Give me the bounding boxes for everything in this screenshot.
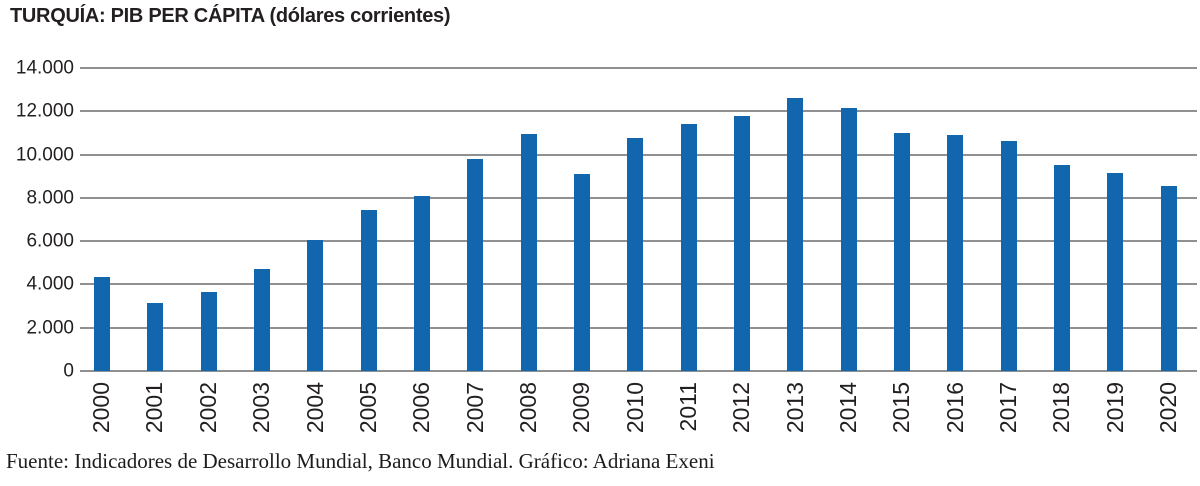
x-tick-label: 2020 — [1155, 382, 1182, 434]
bar-2020 — [1160, 186, 1177, 371]
x-tick: 2004 — [300, 382, 330, 433]
y-tick-label: 8.000 — [26, 187, 74, 209]
bar-2002 — [200, 292, 217, 371]
bar-series — [80, 68, 1197, 371]
x-tick: 2010 — [620, 382, 650, 433]
gridline — [80, 67, 1197, 69]
x-tick: 2001 — [140, 382, 170, 433]
x-tick-label: 2005 — [354, 382, 381, 434]
bar-2004 — [307, 240, 324, 371]
bar-2014 — [840, 108, 857, 371]
bar-2009 — [573, 174, 590, 371]
x-tick-label: 2012 — [728, 382, 755, 434]
x-tick-label: 2002 — [194, 382, 221, 434]
bar-2007 — [467, 159, 484, 371]
gridline — [80, 110, 1197, 113]
bar-2001 — [147, 303, 164, 371]
x-tick: 2000 — [87, 382, 117, 433]
x-tick: 2006 — [407, 382, 437, 433]
x-tick: 2007 — [460, 382, 490, 433]
bar-2010 — [627, 138, 644, 371]
bar-2013 — [787, 98, 804, 371]
x-tick: 2009 — [567, 382, 597, 433]
y-tick-label: 4.000 — [26, 273, 74, 295]
x-tick: 2011 — [674, 382, 704, 431]
x-axis: 2000 2001 2002 2003 2004 2005 2006 2007 2008 2009… — [80, 382, 1197, 444]
bar-2015 — [894, 133, 911, 371]
y-tick-label: 2.000 — [26, 317, 74, 339]
x-tick-label: 2008 — [514, 382, 541, 434]
x-tick: 2020 — [1154, 382, 1184, 433]
x-tick-label: 2019 — [1101, 382, 1128, 434]
bar-2018 — [1054, 165, 1071, 371]
plot-area: 14.000 12.000 10.000 8.000 6.000 4.000 2.000 0 — [16, 59, 1197, 381]
source-note: Fuente: Indicadores de Desarrollo Mundia… — [6, 449, 715, 473]
x-tick: 2005 — [354, 382, 384, 433]
bar-2000 — [93, 277, 110, 371]
bar-2005 — [360, 210, 377, 371]
bar-2003 — [253, 269, 270, 371]
bar-2016 — [947, 135, 964, 371]
x-tick: 2012 — [727, 382, 757, 433]
x-tick: 2018 — [1047, 382, 1077, 433]
bar-2017 — [1000, 141, 1017, 371]
y-tick-label: 10.000 — [15, 144, 74, 166]
x-tick: 2002 — [194, 382, 224, 433]
x-tick-label: 2006 — [408, 382, 435, 434]
x-tick-label: 2013 — [781, 382, 808, 434]
y-tick-label: 14.000 — [15, 57, 74, 79]
x-tick: 2014 — [834, 382, 864, 433]
bar-2006 — [413, 196, 430, 371]
x-tick: 2008 — [514, 382, 544, 433]
x-tick-label: 2016 — [941, 382, 968, 434]
x-tick-label: 2000 — [88, 382, 115, 434]
x-tick-label: 2014 — [835, 382, 862, 434]
x-tick-label: 2009 — [568, 382, 595, 434]
x-tick: 2015 — [887, 382, 917, 433]
x-tick: 2016 — [940, 382, 970, 433]
chart-title: TURQUÍA: PIB PER CÁPITA (dólares corrien… — [10, 5, 451, 27]
x-tick-label: 2010 — [621, 382, 648, 434]
y-tick-label: 6.000 — [26, 230, 74, 252]
x-tick: 2019 — [1100, 382, 1130, 433]
x-tick: 2013 — [780, 382, 810, 433]
bar-2011 — [680, 124, 697, 371]
x-tick: 2003 — [247, 382, 277, 433]
y-tick-label: 0 — [63, 360, 74, 382]
y-tick-label: 12.000 — [15, 100, 74, 122]
x-tick-label: 2007 — [461, 382, 488, 434]
x-tick-label: 2015 — [888, 382, 915, 434]
bar-2012 — [734, 116, 750, 371]
bar-2019 — [1107, 173, 1124, 371]
x-tick-label: 2011 — [674, 382, 701, 432]
x-tick-label: 2004 — [301, 382, 328, 434]
x-tick-label: 2001 — [141, 382, 168, 434]
x-tick-label: 2018 — [1048, 382, 1075, 434]
gridline — [80, 370, 1197, 372]
x-tick-label: 2003 — [248, 382, 275, 434]
bar-2008 — [520, 134, 537, 371]
x-tick-label: 2017 — [995, 382, 1022, 434]
x-tick: 2017 — [994, 382, 1024, 433]
